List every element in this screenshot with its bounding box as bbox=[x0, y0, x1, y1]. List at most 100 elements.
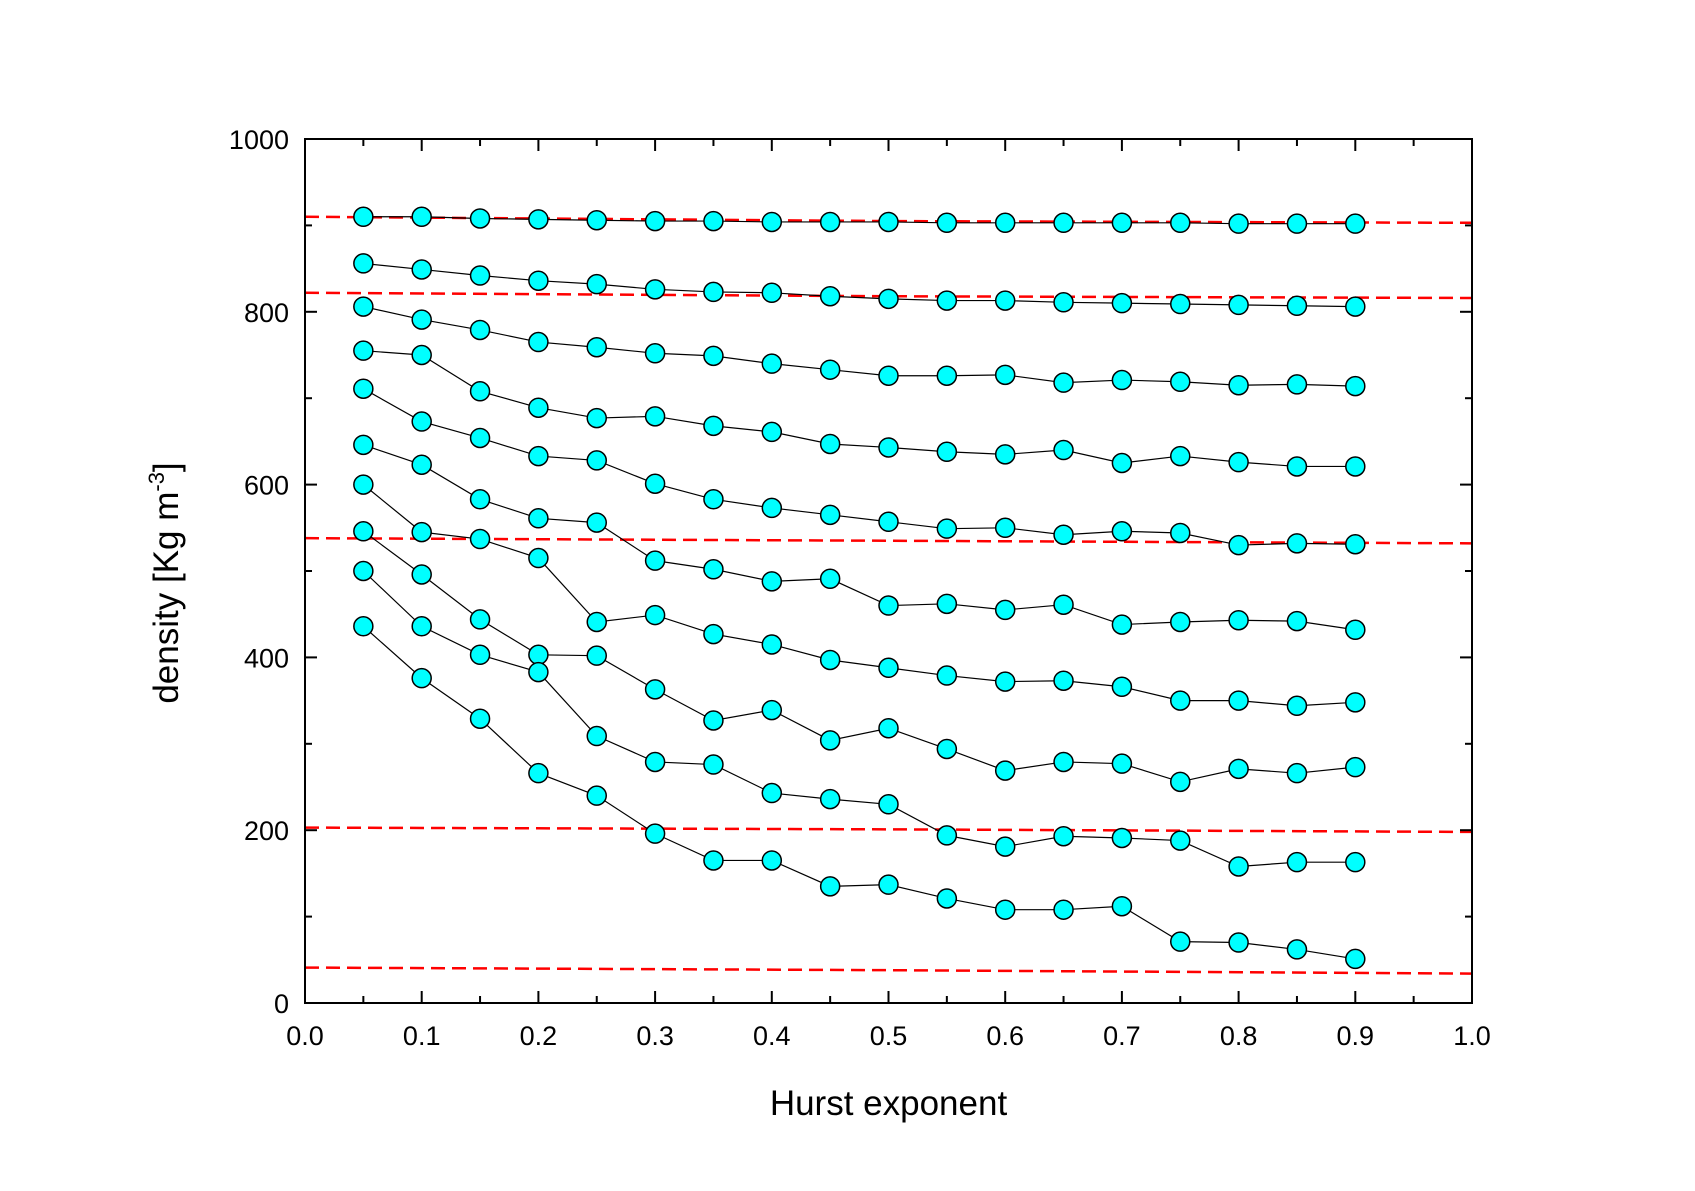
data-point bbox=[1170, 445, 1191, 467]
data-point bbox=[586, 450, 607, 471]
data-point bbox=[586, 209, 607, 231]
data-point bbox=[878, 794, 899, 815]
data-point bbox=[469, 489, 491, 510]
data-point bbox=[1053, 670, 1074, 691]
data-point bbox=[353, 434, 374, 456]
data-point bbox=[528, 661, 549, 683]
y-tick-label: 400 bbox=[244, 643, 289, 673]
data-point bbox=[1228, 758, 1249, 780]
data-point bbox=[528, 397, 549, 418]
data-point bbox=[1228, 451, 1249, 473]
data-point bbox=[761, 353, 783, 374]
x-tick-label: 0.3 bbox=[636, 1021, 674, 1051]
data-point bbox=[936, 290, 958, 311]
data-point bbox=[469, 708, 491, 729]
data-point bbox=[469, 644, 491, 666]
series-line bbox=[363, 306, 1356, 387]
data-point bbox=[411, 667, 432, 689]
data-point bbox=[1286, 610, 1308, 632]
data-point bbox=[586, 407, 607, 429]
x-tick-label: 0.7 bbox=[1103, 1021, 1141, 1051]
data-point bbox=[1345, 213, 1366, 234]
y-tick-label: 800 bbox=[244, 298, 289, 328]
data-point bbox=[1286, 374, 1308, 395]
data-point bbox=[761, 282, 783, 304]
data-point bbox=[1228, 294, 1249, 316]
data-point bbox=[994, 599, 1016, 621]
series bbox=[353, 560, 1366, 877]
data-point bbox=[353, 206, 374, 228]
data-point bbox=[469, 208, 491, 229]
data-point bbox=[819, 433, 841, 455]
data-point bbox=[1053, 524, 1074, 545]
data-point bbox=[586, 725, 607, 747]
data-point bbox=[819, 876, 841, 897]
x-tick-label: 0.4 bbox=[753, 1021, 791, 1051]
data-point bbox=[936, 441, 958, 463]
data-point bbox=[703, 415, 724, 437]
data-point bbox=[1286, 695, 1308, 717]
axes: 0.0 0.1 0.2 0.3 0.4 0.5 0.6 0.7 0.8 0.9 1.0 0 200 40… bbox=[229, 125, 1491, 1051]
series bbox=[353, 206, 1366, 234]
data-point bbox=[1345, 619, 1366, 641]
y-axis-ticks: 0 200 400 600 800 1000 bbox=[229, 125, 1472, 1019]
data-point bbox=[411, 344, 432, 366]
series-line bbox=[362, 570, 1356, 868]
data-point bbox=[878, 365, 899, 386]
x-axis-ticks: 0.0 0.1 0.2 0.3 0.4 0.5 0.6 0.7 0.8 0.9 1.0 bbox=[286, 139, 1491, 1051]
data-point bbox=[528, 445, 549, 467]
data-point bbox=[936, 738, 958, 760]
data-point bbox=[761, 699, 783, 721]
data-point bbox=[1345, 692, 1366, 713]
data-point bbox=[1170, 522, 1191, 544]
data-point bbox=[644, 343, 666, 364]
data-point bbox=[819, 788, 841, 810]
series-line bbox=[363, 262, 1356, 308]
data-point bbox=[761, 571, 783, 592]
data-series bbox=[353, 206, 1366, 970]
data-point bbox=[644, 406, 666, 427]
data-point bbox=[411, 564, 432, 585]
data-point bbox=[644, 210, 666, 232]
data-point bbox=[469, 319, 491, 341]
data-point bbox=[1286, 533, 1308, 554]
data-point bbox=[936, 212, 958, 234]
data-point bbox=[411, 454, 432, 475]
data-point bbox=[586, 645, 607, 666]
data-point bbox=[878, 288, 899, 310]
data-point bbox=[878, 511, 899, 533]
data-point bbox=[703, 623, 724, 645]
data-point bbox=[1286, 213, 1308, 234]
data-point bbox=[1053, 825, 1074, 847]
data-point bbox=[703, 754, 724, 775]
data-point bbox=[703, 559, 724, 580]
data-point bbox=[1170, 293, 1191, 315]
data-point bbox=[1170, 371, 1191, 393]
data-point bbox=[528, 644, 549, 666]
data-point bbox=[586, 273, 607, 295]
x-tick-label: 0.5 bbox=[870, 1021, 908, 1051]
series bbox=[353, 474, 1366, 717]
series-line bbox=[363, 350, 1356, 468]
series-line bbox=[363, 388, 1356, 546]
data-point bbox=[644, 823, 666, 844]
data-point bbox=[1286, 851, 1308, 873]
data-point bbox=[1111, 452, 1133, 474]
data-point bbox=[936, 593, 958, 615]
data-point bbox=[1170, 212, 1191, 234]
data-point bbox=[819, 730, 841, 751]
data-point bbox=[644, 473, 666, 494]
data-point bbox=[994, 290, 1016, 311]
data-point bbox=[353, 253, 374, 274]
data-point bbox=[528, 762, 549, 784]
y-axis-title-close: ] bbox=[147, 462, 186, 472]
data-point bbox=[644, 550, 666, 571]
data-point bbox=[469, 427, 491, 449]
y-tick-label: 1000 bbox=[229, 125, 289, 155]
data-point bbox=[1053, 751, 1074, 773]
data-point bbox=[761, 782, 783, 804]
x-tick-label: 0.6 bbox=[986, 1021, 1024, 1051]
data-point bbox=[819, 649, 841, 671]
data-point bbox=[994, 671, 1016, 692]
